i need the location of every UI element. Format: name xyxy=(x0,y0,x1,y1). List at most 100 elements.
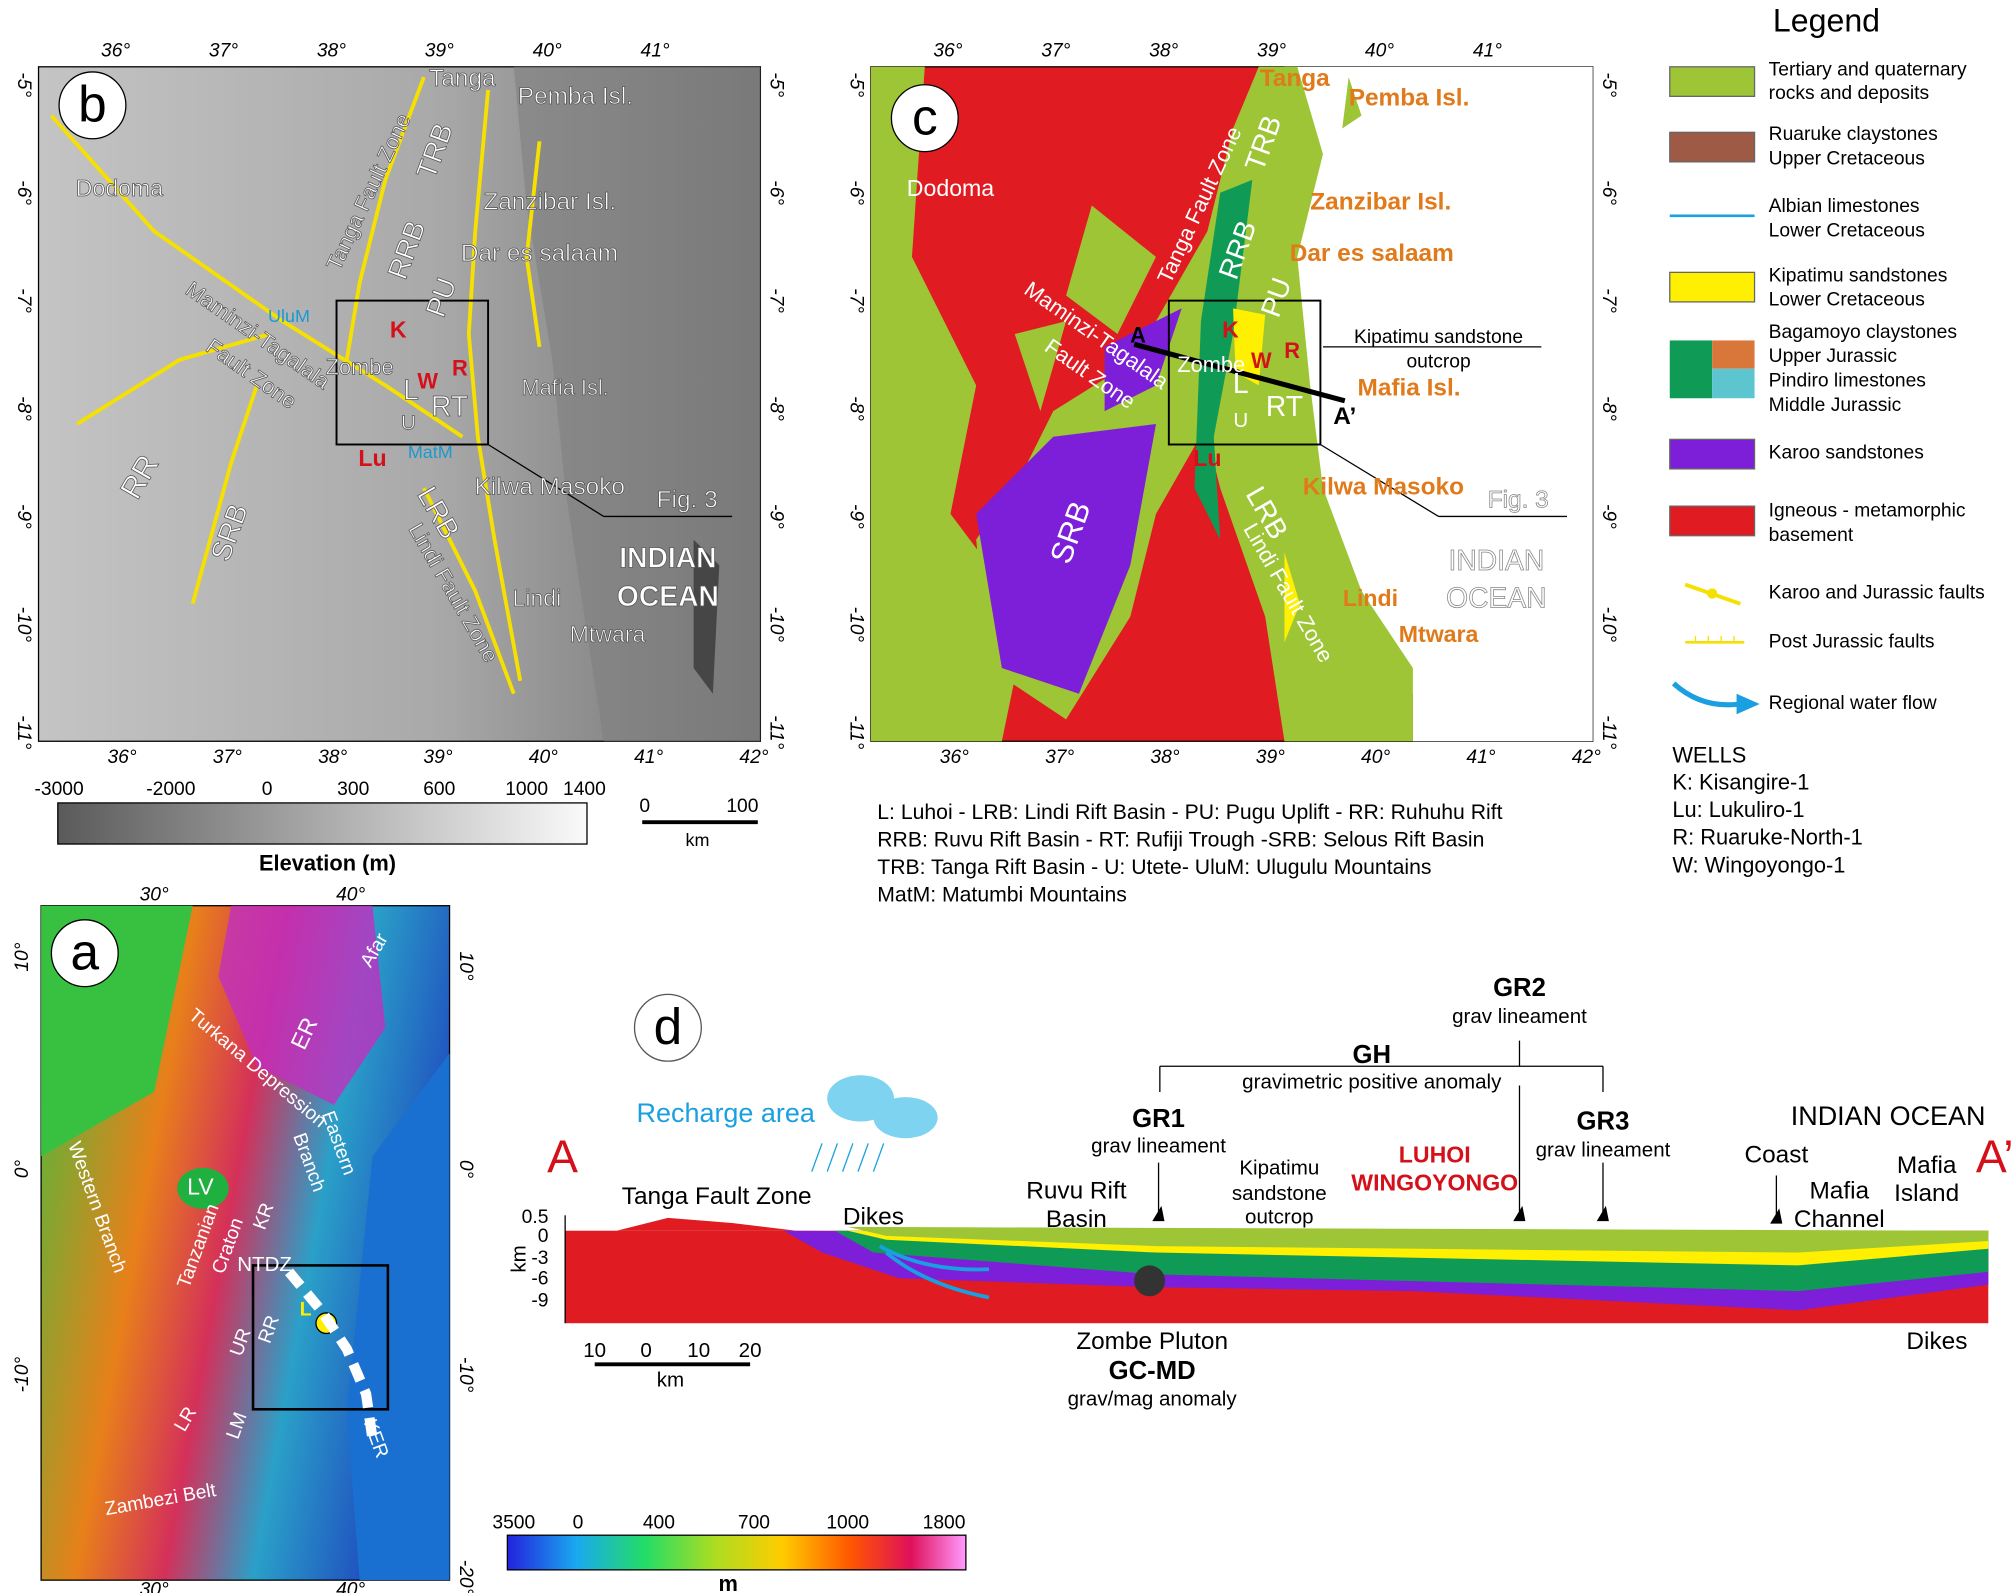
lat-tick: -10° xyxy=(1598,607,1619,643)
map-label: Zanzibar Isl. xyxy=(483,188,616,215)
study-box xyxy=(1167,299,1322,446)
lon-tick: 40° xyxy=(533,40,562,61)
section-label: Channel xyxy=(1794,1206,1885,1233)
section-label: Kipatimu xyxy=(1239,1156,1319,1179)
lat-tick: 10° xyxy=(455,952,476,981)
lat-tick: 0° xyxy=(12,1160,33,1179)
lat-tick: -7° xyxy=(13,288,34,313)
section-label: grav lineament xyxy=(1536,1138,1671,1161)
map-label: W xyxy=(417,369,438,394)
colorbar-tick: 1800 xyxy=(923,1513,966,1534)
map-label: K xyxy=(1222,317,1239,343)
section-label: grav lineament xyxy=(1091,1135,1226,1158)
legend-text: Albian limestones xyxy=(1769,196,1920,217)
map-label: A xyxy=(1130,322,1146,347)
lon-tick: 41° xyxy=(1466,747,1495,768)
section-label: gravimetric positive anomaly xyxy=(1242,1070,1502,1093)
depth-tick: 0.5 xyxy=(522,1207,549,1228)
scale-tick: 600 xyxy=(423,779,455,800)
map-label: R xyxy=(452,356,468,381)
lat-tick: -9° xyxy=(1598,504,1619,529)
legend-text: Post Jurassic faults xyxy=(1769,631,1935,652)
legend-text: Tertiary and quaternary xyxy=(1769,60,1967,81)
legend-text: Kipatimu sandstones xyxy=(1769,265,1948,286)
lon-tick: 39° xyxy=(1257,40,1286,61)
lon-tick: 37° xyxy=(1041,40,1070,61)
well: W: Wingoyongo-1 xyxy=(1672,852,1845,877)
map-label: L xyxy=(300,1299,312,1320)
lat-tick: -8° xyxy=(13,396,34,421)
lat-tick: -11° xyxy=(845,715,866,749)
section-label: grav lineament xyxy=(1452,1005,1587,1028)
lat-tick: -20° xyxy=(455,1560,476,1593)
section-label: outcrop xyxy=(1245,1205,1314,1228)
map-label: RT xyxy=(1266,390,1303,422)
abbreviation: RRB: Ruvu Rift Basin - RT: Rufiji Trough… xyxy=(877,828,1484,851)
water-flow xyxy=(885,1251,990,1300)
lon-tick: 30° xyxy=(140,885,169,906)
lon-tick: 38° xyxy=(318,747,347,768)
lat-tick: -9° xyxy=(13,504,34,529)
scale-tick: 0 xyxy=(639,796,650,817)
colorbar-tick: 0 xyxy=(573,1513,584,1534)
lon-tick: 38° xyxy=(1150,747,1179,768)
panel-letter: b xyxy=(78,74,107,132)
ocean xyxy=(1220,66,1593,742)
lon-tick: 40° xyxy=(529,747,558,768)
lat-tick: 10° xyxy=(12,942,33,971)
section-label: sandstone xyxy=(1232,1182,1327,1205)
section-label: Mafia xyxy=(1809,1178,1869,1205)
abbreviation: TRB: Tanga Rift Basin - U: Utete- UluM: … xyxy=(877,856,1431,879)
legend-swatches xyxy=(1669,66,1760,715)
zombe-pluton xyxy=(1134,1265,1165,1297)
wells-title: WELLS xyxy=(1672,742,1746,767)
lat-tick: -7° xyxy=(766,288,787,313)
map-label: Zanzibar Isl. xyxy=(1310,188,1451,215)
map-label: Lindi xyxy=(1343,585,1398,611)
panel-letter-circle xyxy=(633,993,702,1062)
lon-tick: 36° xyxy=(933,40,962,61)
colorbar-tick: 400 xyxy=(643,1513,675,1534)
legend-text: basement xyxy=(1769,525,1854,546)
ocean xyxy=(346,1053,450,1581)
scale-tick: 1400 xyxy=(563,779,606,800)
scale-tick: -3000 xyxy=(34,779,83,800)
lat-tick: -6° xyxy=(13,180,34,205)
karoo xyxy=(1104,308,1182,412)
colorbar-tick: 1000 xyxy=(826,1513,869,1534)
study-box xyxy=(335,299,490,446)
map-label: Dar es salaam xyxy=(1290,240,1454,267)
map-label: Mafia Isl. xyxy=(521,375,608,400)
lat-tick: -5° xyxy=(1598,72,1619,97)
depth-tick: 0 xyxy=(538,1226,549,1247)
lat-tick: -7° xyxy=(1598,288,1619,313)
lat-tick: -7° xyxy=(845,288,866,313)
section-label: Basin xyxy=(1046,1206,1107,1233)
lat-tick: -8° xyxy=(766,396,787,421)
section-label: GR2 xyxy=(1493,974,1546,1002)
karoo xyxy=(976,423,1156,694)
fig3-leader xyxy=(487,443,605,517)
lon-tick: 41° xyxy=(634,747,663,768)
panel-a xyxy=(40,905,967,1581)
colorbar-tick: 700 xyxy=(738,1513,770,1534)
legend-text: Ruaruke claystones xyxy=(1769,124,1938,145)
legend-text: Upper Cretaceous xyxy=(1769,148,1925,169)
section-label: GC-MD xyxy=(1109,1357,1196,1385)
map-label: OCEAN xyxy=(617,580,719,612)
rain xyxy=(811,1143,885,1172)
map-label: UluM xyxy=(268,306,310,326)
section-label: GH xyxy=(1353,1041,1392,1069)
map-label: R xyxy=(1284,338,1300,363)
map-label: Tanga xyxy=(429,65,496,92)
map-label: U xyxy=(401,411,416,434)
lon-tick: 39° xyxy=(423,747,452,768)
lon-tick: 40° xyxy=(1365,40,1394,61)
lon-tick: 36° xyxy=(107,747,136,768)
scale-unit: km xyxy=(657,1368,684,1391)
map-label: Zombe xyxy=(326,354,394,379)
lat-tick: -10° xyxy=(845,607,866,643)
lat-tick: -6° xyxy=(845,180,866,205)
map-label: L xyxy=(403,373,419,405)
